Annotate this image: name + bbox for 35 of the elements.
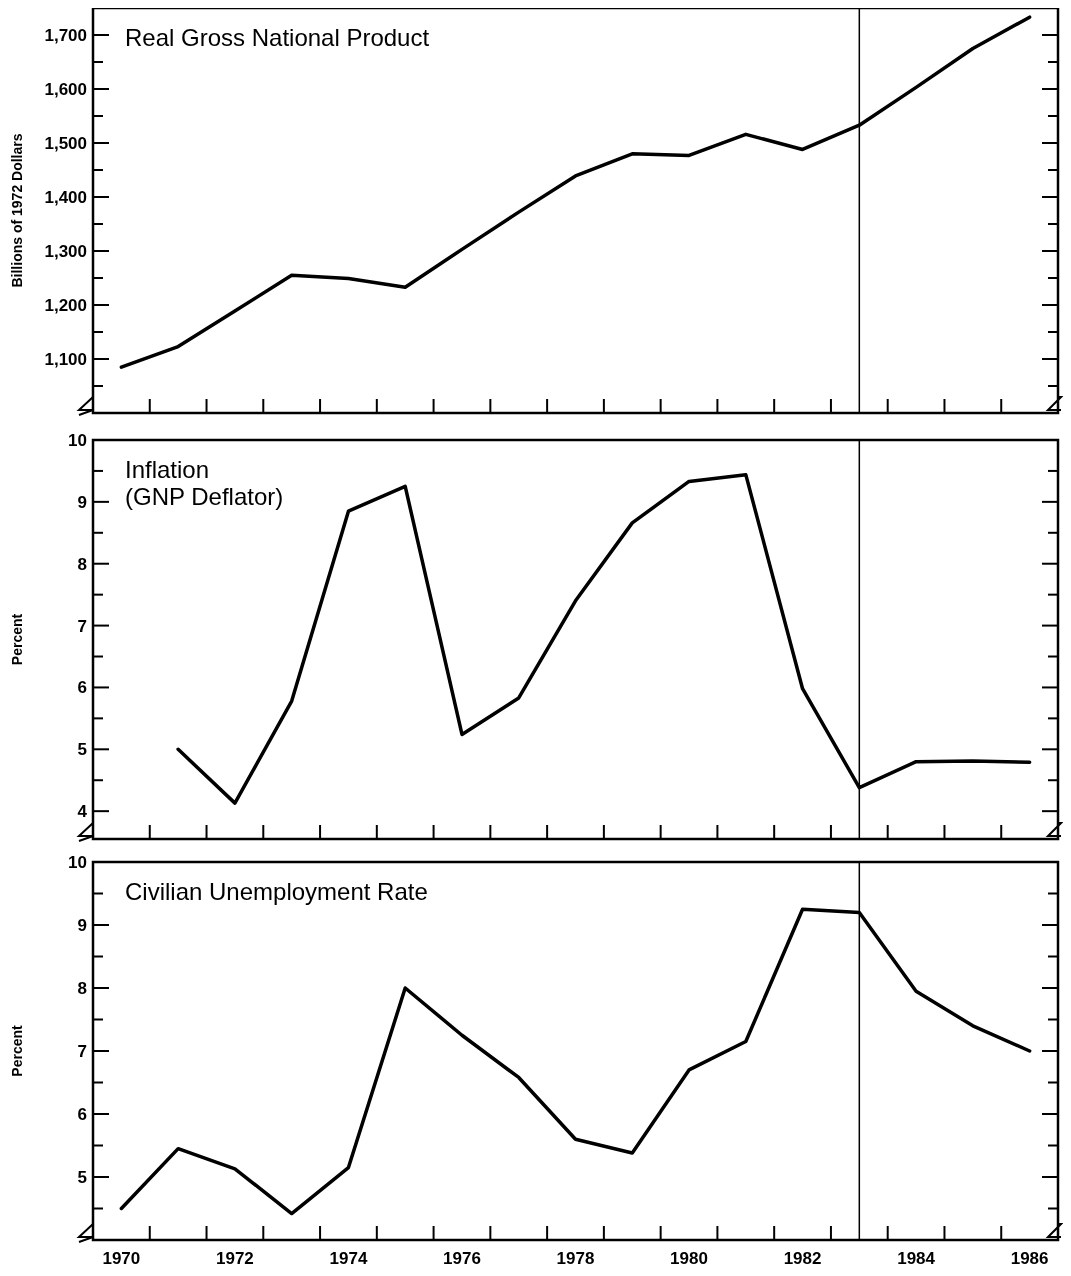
text: Inflation (GNP Deflator) xyxy=(125,456,284,510)
y-tick-label: 4 xyxy=(77,802,88,822)
x-tick-label: 1986 xyxy=(1010,1249,1049,1268)
y-axis-title: Billions of 1972 Dollars xyxy=(9,133,25,288)
x-tick-label: 1978 xyxy=(556,1249,595,1268)
y-tick-label: 9 xyxy=(77,915,87,935)
x-tick-label: 1972 xyxy=(216,1249,254,1268)
y-tick-label: 10 xyxy=(68,852,87,872)
y-tick-label: 5 xyxy=(77,1167,87,1187)
y-tick-label: 1,600 xyxy=(44,79,87,99)
x-tick-label: 1984 xyxy=(897,1249,936,1268)
x-tick-label: 1974 xyxy=(329,1249,368,1268)
y-tick-label: 10 xyxy=(68,430,87,450)
y-tick-label: 1,100 xyxy=(44,349,87,369)
y-tick-label: 1,200 xyxy=(44,295,87,315)
text: Civilian Unemployment Rate xyxy=(125,878,428,905)
x-tick-label: 1982 xyxy=(783,1249,822,1268)
y-tick-label: 1,700 xyxy=(44,25,87,45)
y-tick-label: 8 xyxy=(77,978,87,998)
y-tick-label: 9 xyxy=(77,492,87,512)
x-tick-label: 1980 xyxy=(670,1249,708,1268)
y-tick-label: 5 xyxy=(77,740,87,760)
y-tick-label: 7 xyxy=(77,1041,87,1061)
y-tick-label: 6 xyxy=(77,678,87,698)
y-tick-label: 7 xyxy=(77,616,87,636)
y-axis-title: Percent xyxy=(9,613,25,666)
x-tick-label: 1970 xyxy=(102,1249,141,1268)
y-tick-label: 1,300 xyxy=(44,241,87,261)
y-tick-label: 8 xyxy=(77,554,87,574)
y-tick-label: 6 xyxy=(77,1104,87,1124)
y-tick-label: 1,500 xyxy=(44,133,87,153)
y-axis-title: Percent xyxy=(9,1024,25,1077)
x-tick-label: 1976 xyxy=(443,1249,481,1268)
text: Real Gross National Product xyxy=(125,24,430,51)
y-tick-label: 1,400 xyxy=(44,187,87,207)
